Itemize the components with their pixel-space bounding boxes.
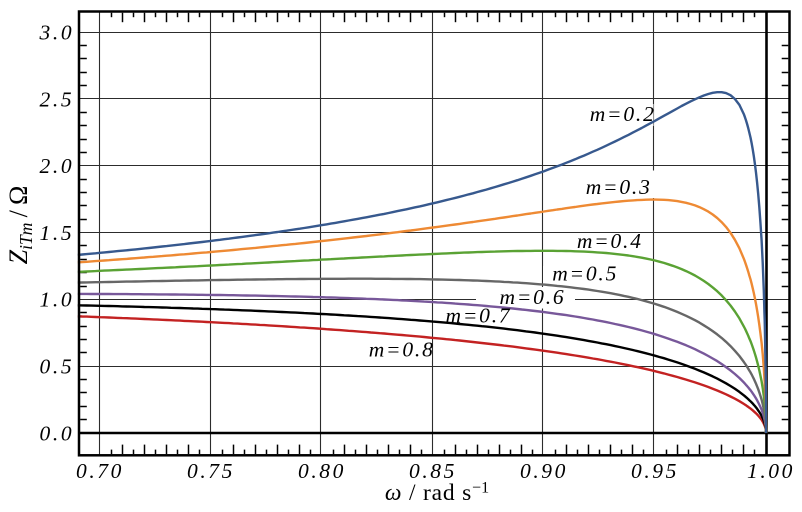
svg-text:m=0.8: m=0.8	[369, 338, 435, 362]
svg-text:0.80: 0.80	[298, 459, 346, 483]
svg-text:2.5: 2.5	[40, 87, 75, 111]
svg-text:0.85: 0.85	[409, 459, 457, 483]
svg-text:m=0.3: m=0.3	[586, 175, 652, 199]
svg-text:m=0.4: m=0.4	[577, 229, 643, 253]
svg-text:2.0: 2.0	[40, 154, 75, 178]
svg-text:m=0.6: m=0.6	[500, 285, 566, 309]
svg-text:1.00: 1.00	[747, 459, 795, 483]
svg-text:0.70: 0.70	[76, 459, 124, 483]
svg-text:0.75: 0.75	[187, 459, 235, 483]
svg-text:m=0.2: m=0.2	[590, 102, 656, 126]
svg-text:0.95: 0.95	[631, 459, 679, 483]
svg-text:0.0: 0.0	[40, 421, 75, 445]
svg-text:m=0.7: m=0.7	[446, 303, 512, 327]
svg-text:1.0: 1.0	[40, 288, 75, 312]
svg-text:0.90: 0.90	[520, 459, 568, 483]
svg-text:ω / rad s−1: ω / rad s−1	[385, 480, 489, 507]
svg-text:1.5: 1.5	[40, 221, 75, 245]
svg-text:ZiTm / Ω: ZiTm / Ω	[4, 186, 36, 265]
svg-text:0.5: 0.5	[40, 355, 75, 379]
svg-text:m=0.5: m=0.5	[552, 261, 618, 285]
svg-text:3.0: 3.0	[39, 21, 75, 45]
